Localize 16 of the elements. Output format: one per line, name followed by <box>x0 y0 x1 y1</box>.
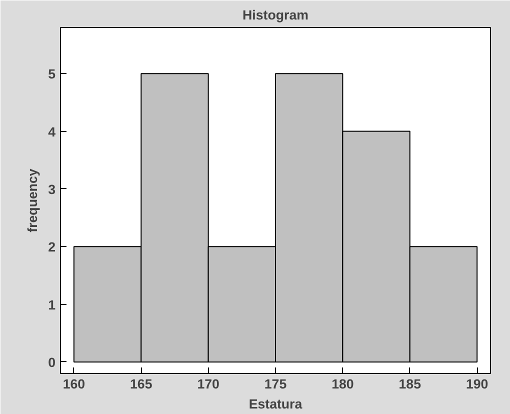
y-tick-label: 3 <box>48 182 56 197</box>
y-tick-label: 5 <box>48 66 56 82</box>
x-tick-label: 160 <box>62 376 86 392</box>
x-tick-label: 175 <box>264 376 288 392</box>
y-axis-title: frequency <box>25 168 40 232</box>
chart-title: Histogram <box>242 8 309 22</box>
x-tick-label: 185 <box>398 376 422 392</box>
x-tick-label: 170 <box>197 376 220 392</box>
y-tick-label: 0 <box>48 354 56 370</box>
y-tick-label: 4 <box>48 124 56 140</box>
x-tick-label: 190 <box>466 376 488 392</box>
y-tick-label: 1 <box>48 297 56 312</box>
x-axis-title: Estatura <box>248 396 303 412</box>
x-tick-label: 165 <box>130 376 153 392</box>
x-tick-label: 180 <box>332 376 354 392</box>
y-tick-label: 2 <box>48 240 56 255</box>
